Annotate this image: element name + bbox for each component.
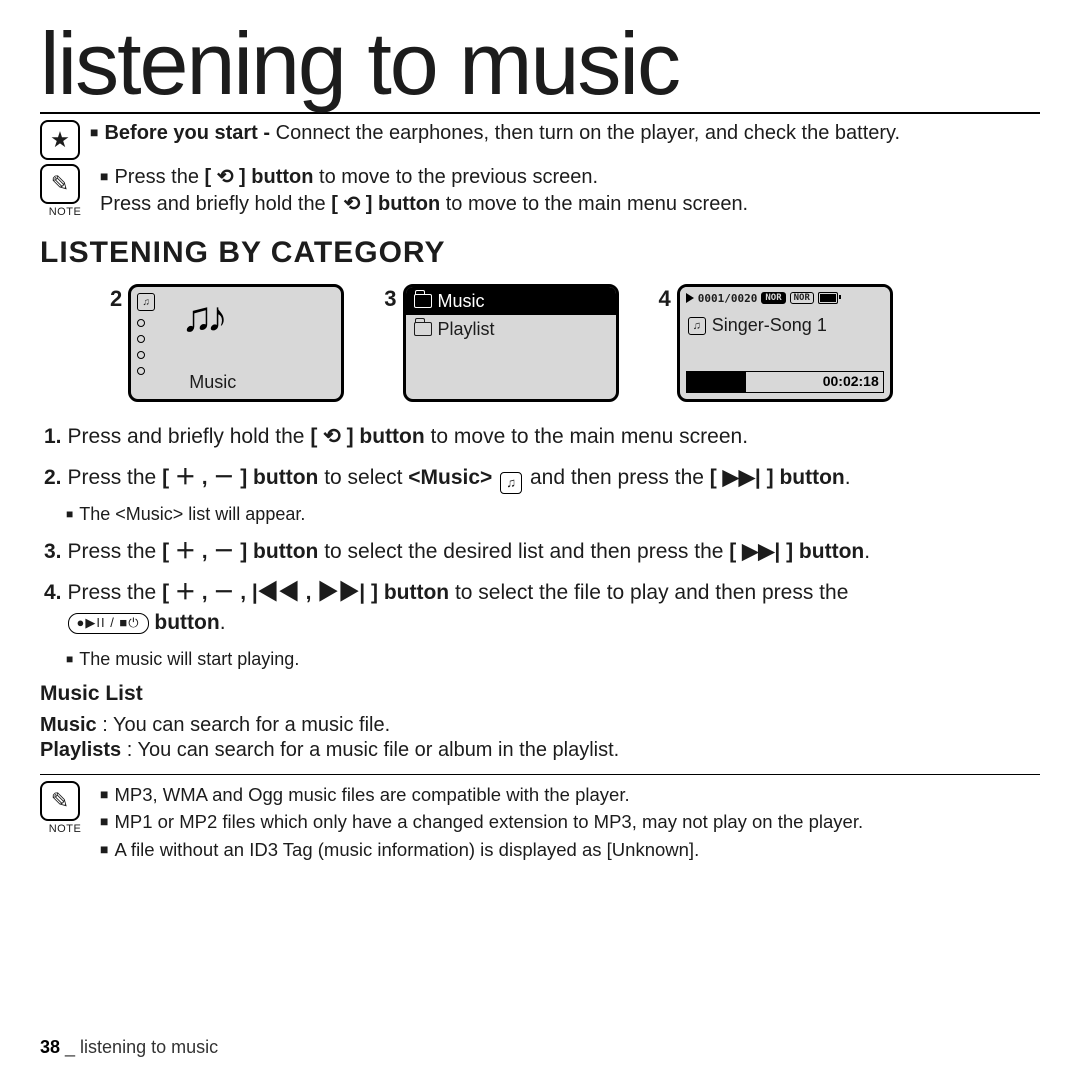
screen-4: 0001/0020 NOR NOR ♫ Singer-Song 1 00:02:… [677,284,893,402]
music-list-music: Music : You can search for a music file. [40,714,1040,737]
music-inline-icon: ♫ [500,472,522,494]
music-file-icon: ♫ [688,317,706,335]
before-start-text: ■Before you start - Connect the earphone… [90,120,900,147]
step-2: 2.Press the [ ＋ , － ] button to select <… [44,463,1040,494]
note2-c: ■A file without an ID3 Tag (music inform… [100,836,863,864]
badge-nor-1: NOR [761,292,785,304]
elapsed-time: 00:02:18 [823,373,879,389]
page-footer: 38 _ listening to music [40,1037,218,1058]
screen-3: Music Playlist [403,284,619,402]
note2-a: ■MP3, WMA and Ogg music files are compat… [100,781,863,809]
screen3-playlist-row: Playlist [406,315,616,343]
track-counter: 0001/0020 [698,292,758,305]
music-list-playlists: Playlists : You can search for a music f… [40,739,1040,762]
steps-list: 1.Press and briefly hold the [ ⟲ ] butto… [44,422,1040,494]
divider [40,774,1040,775]
step-4-sub: ■The music will start playing. [66,649,1040,670]
star-icon: ★ [40,120,80,160]
screen2-label: Music [189,372,236,393]
steps-list-2: 3.Press the [ ＋ , － ] button to select t… [44,537,1040,638]
screen3-music-row: Music [406,287,616,315]
screen-num-4: 4 [659,286,671,312]
screens-row: 2 ♫ ♫♪ Music 3 Music Playlist 4 [110,284,1040,402]
note1-text: ■Press the [ ⟲ ] button to move to the p… [100,164,748,218]
music-art-icon: ♫♪ [181,293,222,341]
step-2-sub: ■The <Music> list will appear. [66,504,1040,525]
step-3: 3.Press the [ ＋ , － ] button to select t… [44,537,1040,567]
battery-icon [818,292,838,304]
note-label: NOTE [40,206,90,218]
screen-2: ♫ ♫♪ Music [128,284,344,402]
step-4: 4. Press the [ ＋ , － , |◀◀ , ▶▶| ] butto… [44,578,1040,639]
before-start-row: ★ ■Before you start - Connect the earpho… [40,120,1040,160]
progress-bar: 00:02:18 [686,371,884,393]
pencil-icon: ✎ [40,164,80,204]
music-icon: ♫ [137,293,155,311]
note-label-2: NOTE [40,823,90,835]
section-heading: LISTENING BY CATEGORY [40,236,1040,270]
screen-num-3: 3 [384,286,396,312]
badge-nor-2: NOR [790,292,814,304]
play-pause-button-icon: ●▶II / ■⏻ [68,613,149,634]
screen-num-2: 2 [110,286,122,312]
note2-b: ■MP1 or MP2 files which only have a chan… [100,808,863,836]
note-row-2: ✎ NOTE ■MP3, WMA and Ogg music files are… [40,781,1040,864]
pencil-icon-2: ✎ [40,781,80,821]
step-1: 1.Press and briefly hold the [ ⟲ ] butto… [44,422,1040,452]
note-row-1: ✎ NOTE ■Press the [ ⟲ ] button to move t… [40,164,1040,218]
page-title: listening to music [40,18,1040,114]
now-playing-title: Singer-Song 1 [712,315,827,336]
play-icon [686,293,694,303]
music-list-heading: Music List [40,682,1040,706]
